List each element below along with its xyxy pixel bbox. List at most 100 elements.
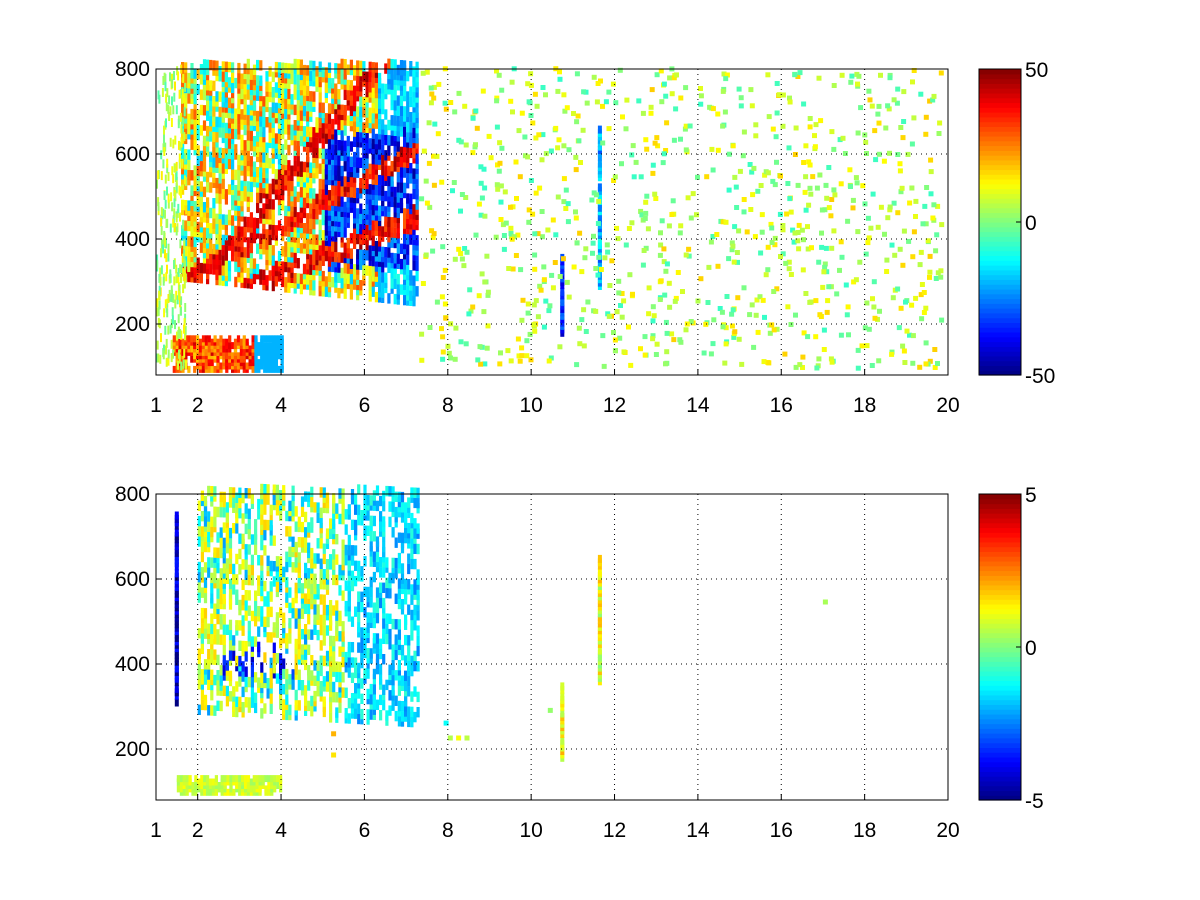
heatmap-cell [313,614,317,625]
heatmap-cell [234,251,238,262]
heatmap-cell [400,502,405,513]
heatmap-cell [199,196,203,207]
heatmap-cell [396,228,400,239]
heatmap-cell [309,162,313,173]
heatmap-cell [274,133,278,144]
heatmap-cell [612,348,618,354]
heatmap-cell [369,576,373,588]
heatmap-cell [340,104,344,115]
heatmap-cell [415,61,419,73]
heatmap-cell [443,315,449,321]
heatmap-cell [183,175,186,185]
heatmap-cell [564,105,570,111]
heatmap-cell [708,351,714,357]
heatmap-cell [347,580,351,592]
heatmap-cell [184,303,187,312]
heatmap-cell [927,269,933,275]
heatmap-cell [297,649,301,660]
heatmap-cell [218,117,222,128]
heatmap-cell [409,112,413,123]
heatmap-cell [340,196,344,207]
heatmap-cell [390,176,394,187]
heatmap-cell [930,215,936,221]
heatmap-cell [272,642,276,653]
heatmap-cell [600,333,606,339]
heatmap-cell [172,335,176,343]
heatmap-cell [616,278,622,284]
heatmap-cell [247,544,251,555]
heatmap-cell [321,66,325,78]
heatmap-cell [905,151,911,157]
heatmap-cell [337,272,341,283]
heatmap-cell [805,246,811,252]
heatmap-cell [828,284,834,290]
heatmap-cell [382,501,386,512]
heatmap-cell [271,335,276,343]
heatmap-cell [175,176,178,186]
y-tick-label: 800 [115,58,150,81]
heatmap-cell [277,250,282,262]
heatmap-cell [334,185,338,196]
colorbar-swatch [979,217,1021,223]
heatmap-cell [197,515,201,527]
heatmap-cell [204,359,208,367]
heatmap-cell [159,276,162,286]
heatmap-cell [484,345,490,351]
heatmap-cell [310,706,314,717]
heatmap-cell [237,98,241,109]
heatmap-cell [415,107,419,118]
heatmap-cell [413,686,417,697]
heatmap-cell [458,208,463,214]
heatmap-cell [623,242,629,248]
heatmap-cell [793,125,799,131]
heatmap-cell [434,153,440,159]
heatmap-cell [872,315,878,321]
heatmap-cell [828,213,834,219]
heatmap-cell [399,116,404,127]
heatmap-cell [249,69,253,80]
heatmap-cell [335,600,339,611]
heatmap-cell [222,655,226,666]
heatmap-cell [390,69,394,80]
heatmap-cell [266,678,270,689]
heatmap-cell [193,201,197,212]
heatmap-cell [369,495,373,506]
heatmap-cell [349,59,353,71]
heatmap-cell [313,604,317,615]
heatmap-cell [274,61,278,73]
heatmap-cell [396,105,400,116]
heatmap-cell [550,285,556,291]
heatmap-cell [933,276,939,281]
heatmap-cell [583,329,589,334]
heatmap-cell [315,249,319,261]
heatmap-cell [865,215,871,221]
heatmap-cell [803,207,809,213]
heatmap-cell [234,128,238,140]
colorbar-swatch [979,97,1021,104]
heatmap-cell [683,327,689,333]
heatmap-cell [254,702,258,714]
heatmap-cell [748,87,754,93]
heatmap-cell [773,134,779,140]
heatmap-cell [228,335,232,343]
heatmap-cell [624,97,630,103]
heatmap-cell [642,352,648,358]
heatmap-cell [921,290,927,295]
heatmap-cell [420,70,426,76]
heatmap-cell [855,130,861,136]
heatmap-cell [610,81,616,87]
heatmap-cell [407,650,411,661]
heatmap-cell [175,226,178,236]
heatmap-cell [347,657,351,668]
colorbar-swatch [979,198,1021,204]
heatmap-cell [190,236,194,247]
heatmap-cell [281,62,285,73]
heatmap-cell [555,194,561,200]
heatmap-cell [723,219,729,225]
heatmap-cell [350,545,355,556]
heatmap-cell [341,498,345,510]
heatmap-cell [193,365,197,373]
heatmap-cell [621,349,627,355]
heatmap-cell [260,555,264,566]
heatmap-cell [368,275,372,287]
